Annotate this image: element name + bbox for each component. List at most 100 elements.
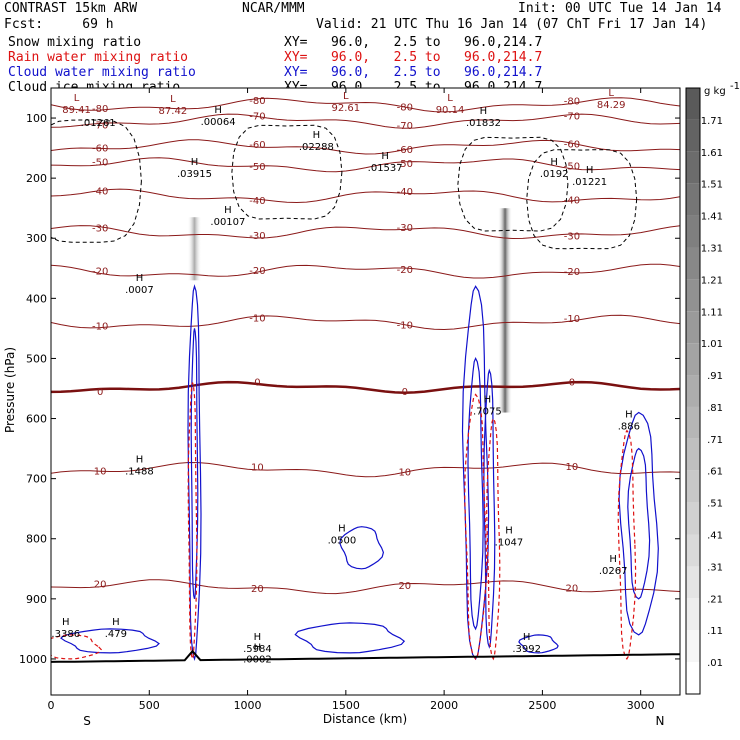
extremum-marker: H <box>586 165 594 176</box>
x-tick-label: 500 <box>139 699 160 712</box>
cloud-water-contour <box>294 622 406 654</box>
extremum-value: .02288 <box>299 142 334 153</box>
colorbar-swatch <box>686 630 700 663</box>
x-tick-label: 1000 <box>234 699 262 712</box>
temperature-contour-label: -40 <box>92 186 108 197</box>
extremum-value: .886 <box>618 422 640 433</box>
cloud-ice-contour <box>51 119 142 243</box>
temperature-contour-label: -50 <box>397 159 413 170</box>
temperature-contour <box>51 461 680 478</box>
colorbar-tick-label: 1.21 <box>701 275 723 286</box>
plot-frame <box>50 87 681 696</box>
extremum-value: .3386 <box>51 629 80 640</box>
cloud-water-contour <box>339 526 385 570</box>
rain-water-contour <box>617 429 637 661</box>
extremum-marker: H <box>381 151 389 162</box>
extremum-marker: L <box>170 94 176 105</box>
extremum-marker: H <box>136 455 144 466</box>
colorbar-swatch <box>686 406 700 439</box>
x-tick-label: 3000 <box>627 699 655 712</box>
extremum-value: 92.61 <box>332 103 361 114</box>
cloud-water-contour <box>60 628 160 654</box>
cloud-water-contour <box>467 356 484 631</box>
extremum-marker: H <box>313 130 321 141</box>
extremum-marker: H <box>214 105 222 116</box>
colorbar-tick-label: 1.31 <box>701 243 723 254</box>
y-tick-label: 100 <box>26 112 47 125</box>
terrain-line <box>51 649 680 663</box>
field-xy-cloud-water: XY= 96.0, 2.5 to 96.0,214.7 <box>284 65 543 80</box>
temperature-contour-label: -60 <box>249 140 265 151</box>
temperature-contour-label: -40 <box>564 196 580 207</box>
end-label-left: S <box>83 714 91 728</box>
temperature-contour-label: -70 <box>564 111 580 122</box>
temperature-contour-label: -30 <box>564 231 580 242</box>
extremum-value: 87.42 <box>159 106 188 117</box>
colorbar-frame <box>685 87 701 695</box>
extremum-value: 90.14 <box>436 105 465 116</box>
temperature-contour-label: 10 <box>398 468 411 479</box>
temperature-contour-label: -30 <box>397 223 413 234</box>
temperature-contour-label: 0 <box>97 387 103 398</box>
temperature-contour-label: -30 <box>249 231 265 242</box>
colorbar-tick-label: .51 <box>707 499 723 510</box>
extremum-value: .3992 <box>512 644 541 655</box>
extremum-value: .0002 <box>243 655 272 666</box>
temperature-contour-label: -10 <box>249 314 265 325</box>
extremum-value: .01832 <box>466 118 501 129</box>
cloud-water-contour <box>518 634 559 654</box>
temperature-contour-label: 0 <box>569 378 575 389</box>
valid-label: Valid: 21 UTC Thu 16 Jan 14 (07 ChT Fri … <box>316 17 708 32</box>
temperature-contour-label: -70 <box>249 111 265 122</box>
x-tick-label: 2000 <box>430 699 458 712</box>
extremum-value: .00064 <box>201 117 236 128</box>
temperature-contour-label: 10 <box>94 466 107 477</box>
temperature-contour-label: -80 <box>397 103 413 114</box>
y-tick-label: 600 <box>26 413 47 426</box>
temperature-contour-label: 0 <box>402 387 408 398</box>
extremum-value: .0267 <box>599 566 628 577</box>
colorbar-swatch <box>686 566 700 599</box>
temperature-contour <box>51 97 680 113</box>
colorbar-swatch <box>686 119 700 152</box>
colorbar-tick-label: .21 <box>707 594 723 605</box>
y-tick-label: 800 <box>26 533 47 546</box>
extremum-value: .0500 <box>328 536 357 547</box>
temperature-contour <box>51 579 680 595</box>
field-xy-snow: XY= 96.0, 2.5 to 96.0,214.7 <box>284 35 543 50</box>
colorbar-tick-label: .81 <box>707 403 723 414</box>
end-label-right: N <box>656 714 665 728</box>
y-tick-label: 900 <box>26 593 47 606</box>
extremum-value: .5984 <box>243 644 272 655</box>
cloud-water-contour <box>618 411 659 636</box>
colorbar-tick-label: .31 <box>707 562 723 573</box>
extremum-marker: L <box>343 91 349 102</box>
extremum-value: .01261 <box>81 118 116 129</box>
colorbar-swatch <box>686 470 700 503</box>
extremum-marker: H <box>338 524 346 535</box>
y-tick-label: 700 <box>26 473 47 486</box>
colorbar-tick-label: .61 <box>707 467 723 478</box>
extremum-marker: L <box>447 93 453 104</box>
cloud-ice-contour <box>526 149 638 250</box>
colorbar-swatch <box>686 247 700 280</box>
colorbar-swatch <box>686 88 700 120</box>
extremum-value: .1488 <box>125 467 154 478</box>
colorbar-tick-label: 1.51 <box>701 180 723 191</box>
extremum-marker: H <box>191 157 199 168</box>
temperature-contour-label: -60 <box>397 145 413 156</box>
extremum-marker: H <box>523 632 531 643</box>
colorbar-tick-label: .41 <box>707 531 723 542</box>
temperature-contour <box>51 380 680 394</box>
extremum-value: .03915 <box>177 169 212 180</box>
colorbar-swatch <box>686 438 700 471</box>
colorbar-tick-label: 1.71 <box>701 116 723 127</box>
extremum-value: .01537 <box>368 163 403 174</box>
temperature-contour <box>51 263 680 279</box>
rain-water-contour <box>486 416 501 661</box>
temperature-contour-label: -20 <box>92 267 108 278</box>
colorbar-unit-exponent: -1 <box>730 81 740 92</box>
model-label: CONTRAST 15km ARW <box>4 1 138 16</box>
temperature-contour <box>51 157 680 173</box>
temperature-contour-label: -60 <box>92 144 108 155</box>
